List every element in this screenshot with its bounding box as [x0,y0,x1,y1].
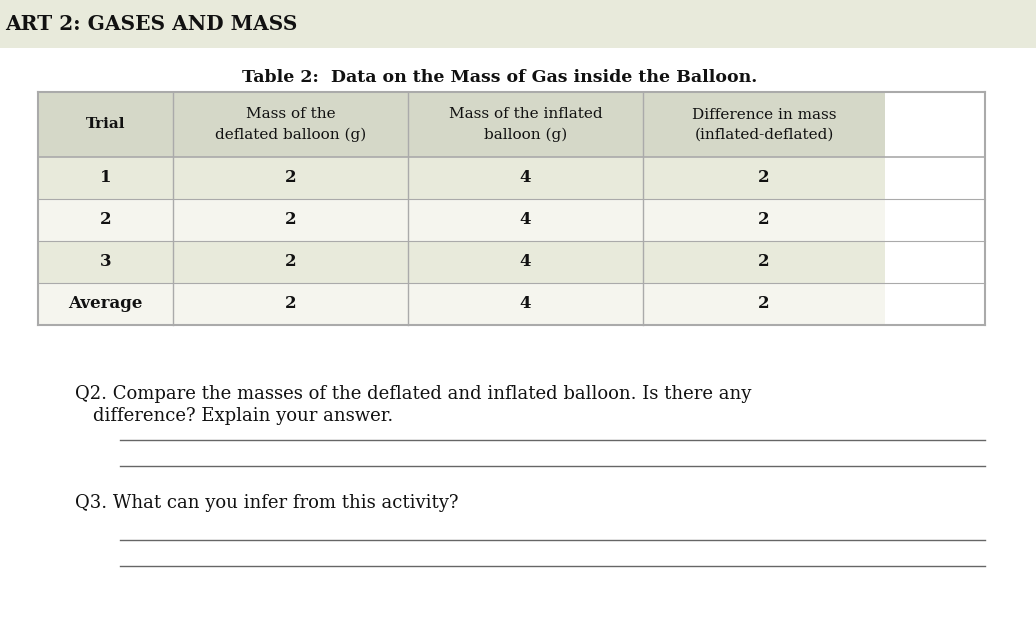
Text: Mass of the
deflated balloon (g): Mass of the deflated balloon (g) [214,107,366,141]
Text: 2: 2 [285,211,296,228]
Text: ART 2: GASES AND MASS: ART 2: GASES AND MASS [5,14,297,34]
Text: 4: 4 [520,254,531,271]
Text: 2: 2 [285,254,296,271]
Text: 2: 2 [758,170,770,187]
Text: 4: 4 [520,295,531,312]
Text: 2: 2 [285,170,296,187]
Text: difference? Explain your answer.: difference? Explain your answer. [93,407,394,425]
Text: 4: 4 [520,211,531,228]
Bar [38,199,885,241]
Text: Trial: Trial [86,117,125,131]
Text: 2: 2 [758,254,770,271]
Text: Difference in mass
(inflated-deflated): Difference in mass (inflated-deflated) [692,108,836,141]
Text: Average: Average [68,295,143,312]
Text: 2: 2 [285,295,296,312]
Text: 2: 2 [758,211,770,228]
Text: Q3. What can you infer from this activity?: Q3. What can you infer from this activit… [75,494,459,512]
Bar [38,157,885,199]
Text: 1: 1 [99,170,111,187]
Bar [0,0,1036,48]
Text: 3: 3 [99,254,111,271]
Text: 2: 2 [758,295,770,312]
Text: Mass of the inflated
balloon (g): Mass of the inflated balloon (g) [449,107,602,141]
Text: 4: 4 [520,170,531,187]
Text: 2: 2 [99,211,111,228]
Bar [38,241,885,283]
Bar [38,92,885,157]
Text: Table 2:  Data on the Mass of Gas inside the Balloon.: Table 2: Data on the Mass of Gas inside … [242,69,757,86]
Bar [38,283,885,325]
Text: Q2. Compare the masses of the deflated and inflated balloon. Is there any: Q2. Compare the masses of the deflated a… [75,385,751,403]
